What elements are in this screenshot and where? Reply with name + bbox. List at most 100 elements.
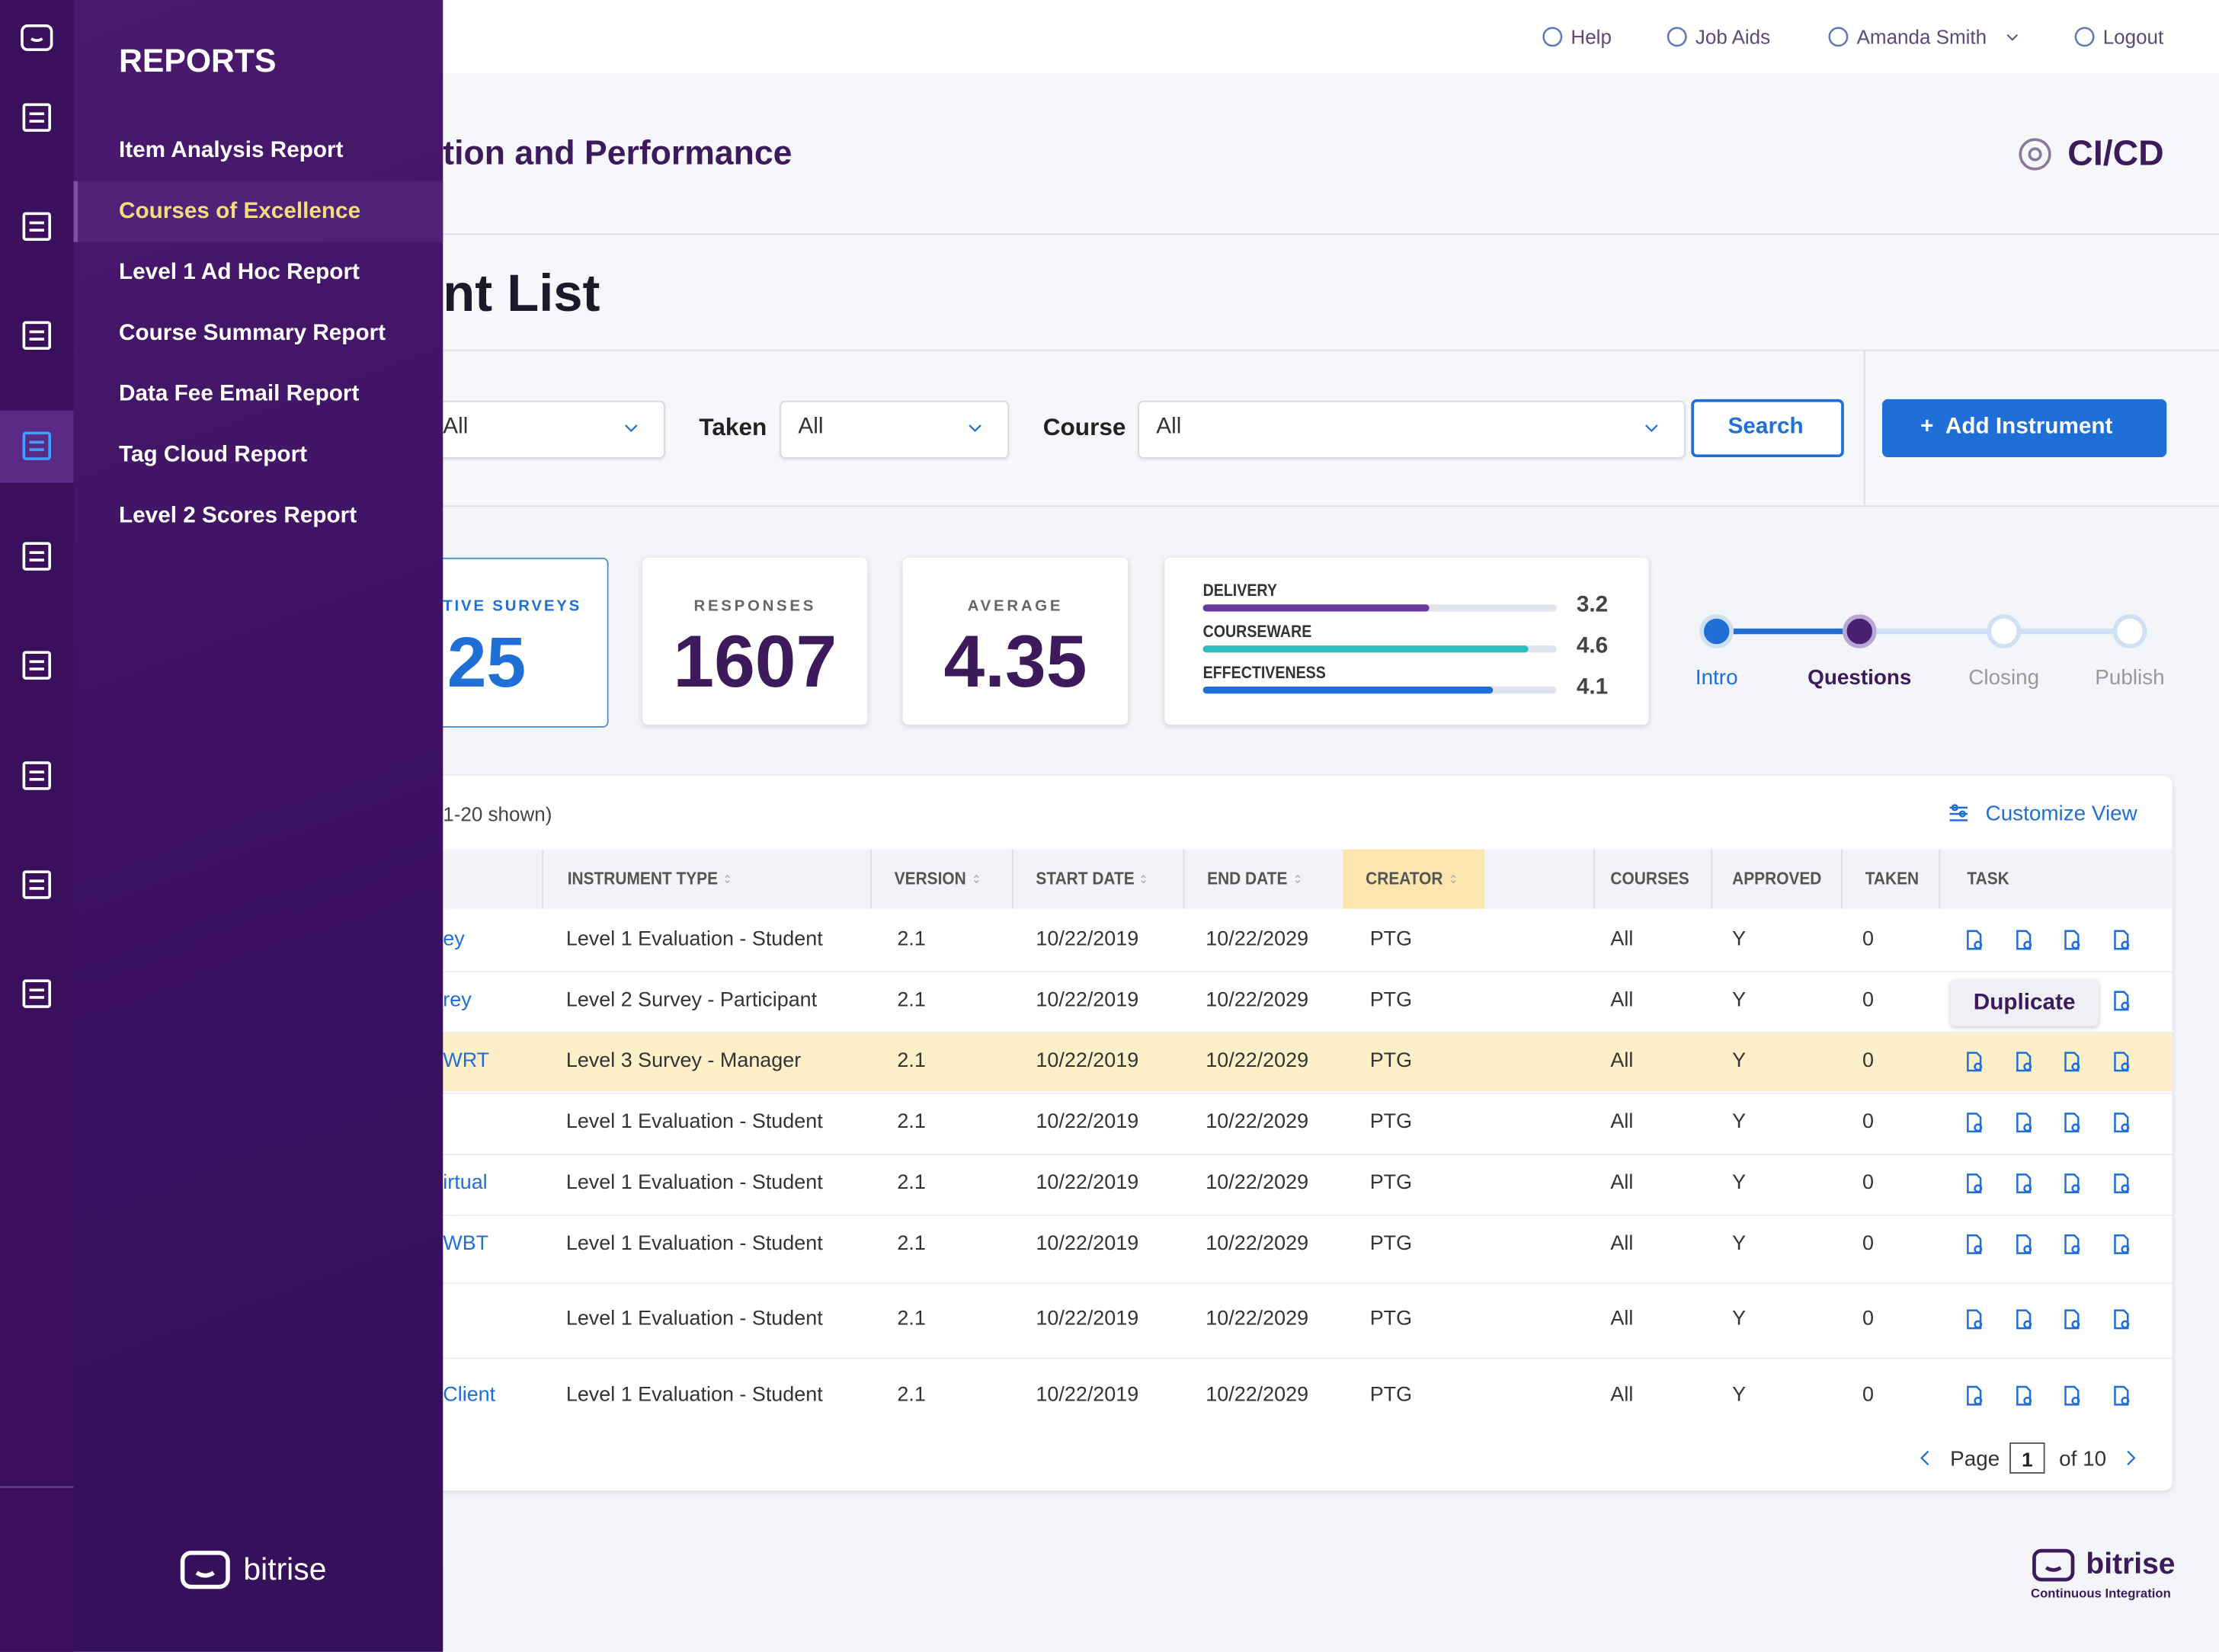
rail-icon[interactable]	[18, 538, 55, 575]
task-icon[interactable]	[2109, 1383, 2134, 1408]
stat-card	[642, 557, 868, 725]
rating-value: 3.2	[1576, 593, 1609, 617]
instrument-name[interactable]: WRT	[443, 1049, 490, 1073]
rail-icon[interactable]	[18, 18, 55, 55]
column-header[interactable]: END DATE	[1207, 869, 1288, 889]
task-icon[interactable]	[2059, 927, 2084, 952]
sidebar-link[interactable]: Course Summary Report	[119, 321, 386, 346]
task-icon[interactable]	[2059, 1109, 2084, 1135]
page-current: 1	[2022, 1448, 2033, 1471]
column-header[interactable]: START DATE	[1036, 869, 1135, 889]
table-cell: PTG	[1369, 1049, 1413, 1073]
task-icon[interactable]	[2059, 1049, 2084, 1074]
chevron[interactable]	[2003, 27, 2022, 46]
rail-icon[interactable]	[18, 317, 55, 354]
sort-icon[interactable]	[1446, 872, 1461, 886]
instrument-name[interactable]: ey	[443, 928, 465, 951]
filter-label: Course	[1042, 414, 1126, 441]
sidebar-link[interactable]: Item Analysis Report	[119, 139, 344, 163]
divider	[0, 1486, 74, 1488]
task-icon[interactable]	[2011, 927, 2036, 952]
rail-icon[interactable]	[18, 866, 55, 903]
select[interactable]	[1138, 400, 1686, 459]
logo-icon[interactable]	[2029, 1538, 2077, 1586]
sidebar-link[interactable]: Courses of Excellence	[119, 199, 361, 224]
top-link[interactable]: Job Aids	[1695, 25, 1771, 49]
top-link[interactable]: Logout	[2102, 25, 2164, 49]
rail-icon[interactable]	[18, 647, 55, 684]
task-icon[interactable]	[2109, 1170, 2134, 1196]
chevron[interactable]	[620, 416, 642, 439]
rail-icon[interactable]	[18, 427, 55, 464]
instrument-name[interactable]: WBT	[443, 1232, 489, 1256]
task-icon[interactable]	[1961, 1170, 1987, 1196]
table-cell: Level 1 Evaluation - Student	[565, 1110, 823, 1134]
task-icon[interactable]	[1961, 1049, 1987, 1074]
task-icon[interactable]	[2109, 927, 2134, 952]
sort-icon[interactable]	[1291, 872, 1305, 886]
customize-view[interactable]: Customize View	[1985, 802, 2137, 826]
task-icon[interactable]	[2109, 1307, 2134, 1332]
task-icon[interactable]	[2059, 1231, 2084, 1257]
select[interactable]	[780, 400, 1010, 459]
task-icon[interactable]	[2011, 1109, 2036, 1135]
sort-icon[interactable]	[1136, 872, 1151, 886]
brand-icon[interactable]	[2016, 136, 2053, 172]
task-icon[interactable]	[1961, 927, 1987, 952]
sidebar-link[interactable]: Level 1 Ad Hoc Report	[119, 260, 360, 285]
task-icon[interactable]	[2011, 1231, 2036, 1257]
task-icon[interactable]	[2059, 1170, 2084, 1196]
step-dot	[1987, 614, 2022, 648]
task-icon[interactable]	[2011, 1307, 2036, 1332]
page-title: nt List	[443, 264, 600, 322]
chevron[interactable]	[964, 416, 987, 439]
task-icon[interactable]	[1961, 1109, 1987, 1135]
add-button[interactable]	[1882, 399, 2167, 458]
task-icon[interactable]	[2011, 1383, 2036, 1408]
rail-icon[interactable]	[18, 757, 55, 794]
sidebar-link[interactable]: Tag Cloud Report	[119, 443, 308, 468]
chevron[interactable]	[1640, 416, 1663, 439]
customize-icon[interactable]	[1946, 801, 1971, 826]
column-header[interactable]: VERSION	[894, 869, 966, 889]
row-divider	[396, 970, 2173, 972]
task-icon[interactable]	[2109, 1049, 2134, 1074]
sorted-header	[1343, 849, 1485, 909]
task-icon[interactable]	[1961, 1307, 1987, 1332]
sort-icon[interactable]	[720, 872, 735, 886]
rail-icon[interactable]	[18, 975, 55, 1012]
rail-icon[interactable]	[18, 208, 55, 245]
task-icon[interactable]	[2109, 988, 2134, 1013]
task-icon[interactable]	[1961, 1231, 1987, 1257]
task-icon[interactable]	[2059, 1307, 2084, 1332]
rail-icon[interactable]	[18, 99, 55, 136]
page-label: Page	[1950, 1447, 2000, 1472]
instrument-name[interactable]: Client	[443, 1384, 496, 1407]
instrument-name[interactable]: irtual	[443, 1171, 488, 1195]
sidebar-link[interactable]: Level 2 Scores Report	[119, 504, 357, 528]
stat-label: AVERAGE	[967, 597, 1064, 616]
top-link[interactable]: Amanda Smith	[1856, 25, 1987, 49]
top-icon[interactable]	[1540, 24, 1565, 50]
prev-page[interactable]	[1915, 1447, 1938, 1470]
top-link[interactable]: Help	[1571, 25, 1612, 49]
search-button[interactable]	[1691, 399, 1844, 458]
select[interactable]	[424, 400, 665, 459]
top-icon[interactable]	[1826, 24, 1851, 50]
logo-icon[interactable]	[177, 1538, 233, 1595]
task-icon[interactable]	[1961, 1383, 1987, 1408]
task-icon[interactable]	[2011, 1049, 2036, 1074]
instrument-name[interactable]: rey	[443, 989, 472, 1012]
sidebar-link[interactable]: Data Fee Email Report	[119, 382, 360, 407]
top-icon[interactable]	[1664, 24, 1689, 50]
task-icon[interactable]	[2059, 1383, 2084, 1408]
task-icon[interactable]	[2109, 1109, 2134, 1135]
column-header[interactable]: CREATOR	[1366, 869, 1443, 889]
sort-icon[interactable]	[969, 872, 984, 886]
next-page[interactable]	[2118, 1447, 2141, 1470]
task-icon[interactable]	[2011, 1170, 2036, 1196]
task-icon[interactable]	[2109, 1231, 2134, 1257]
table-cell: 0	[1862, 1308, 1875, 1330]
top-icon[interactable]	[2072, 24, 2097, 50]
column-header[interactable]: INSTRUMENT TYPE	[567, 869, 719, 889]
